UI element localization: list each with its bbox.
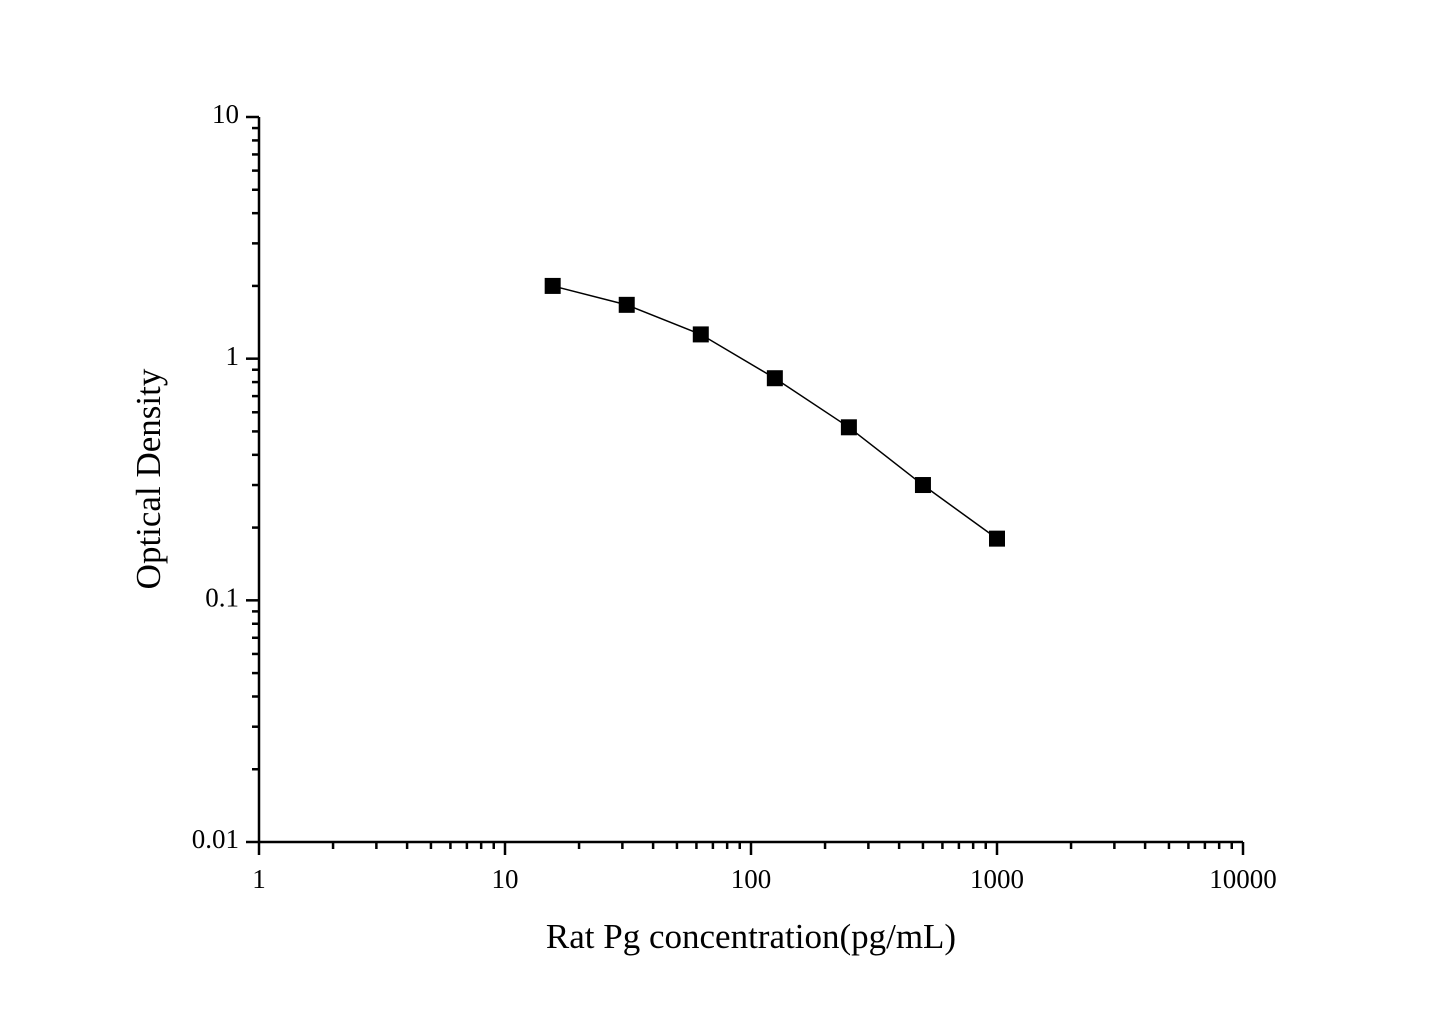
y-tick-label: 1 <box>226 341 240 371</box>
marker <box>692 326 709 343</box>
x-tick-label: 10 <box>492 864 519 894</box>
y-axis-title: Optical Density <box>129 368 168 589</box>
y-tick-label: 10 <box>212 99 239 129</box>
marker <box>989 530 1005 547</box>
x-tick-label: 100 <box>731 864 772 894</box>
x-tick-label: 1 <box>252 864 266 894</box>
series-line <box>552 285 998 540</box>
marker <box>766 370 783 387</box>
marker <box>544 277 561 294</box>
marker <box>618 296 635 313</box>
x-axis-title: Rat Pg concentration(pg/mL) <box>546 917 956 956</box>
y-tick-label: 0.1 <box>205 583 239 613</box>
marker <box>914 477 931 494</box>
x-tick-label: 1000 <box>970 864 1024 894</box>
x-tick-label: 10000 <box>1209 864 1277 894</box>
marker <box>840 419 857 436</box>
y-tick-label: 0.01 <box>192 824 239 854</box>
